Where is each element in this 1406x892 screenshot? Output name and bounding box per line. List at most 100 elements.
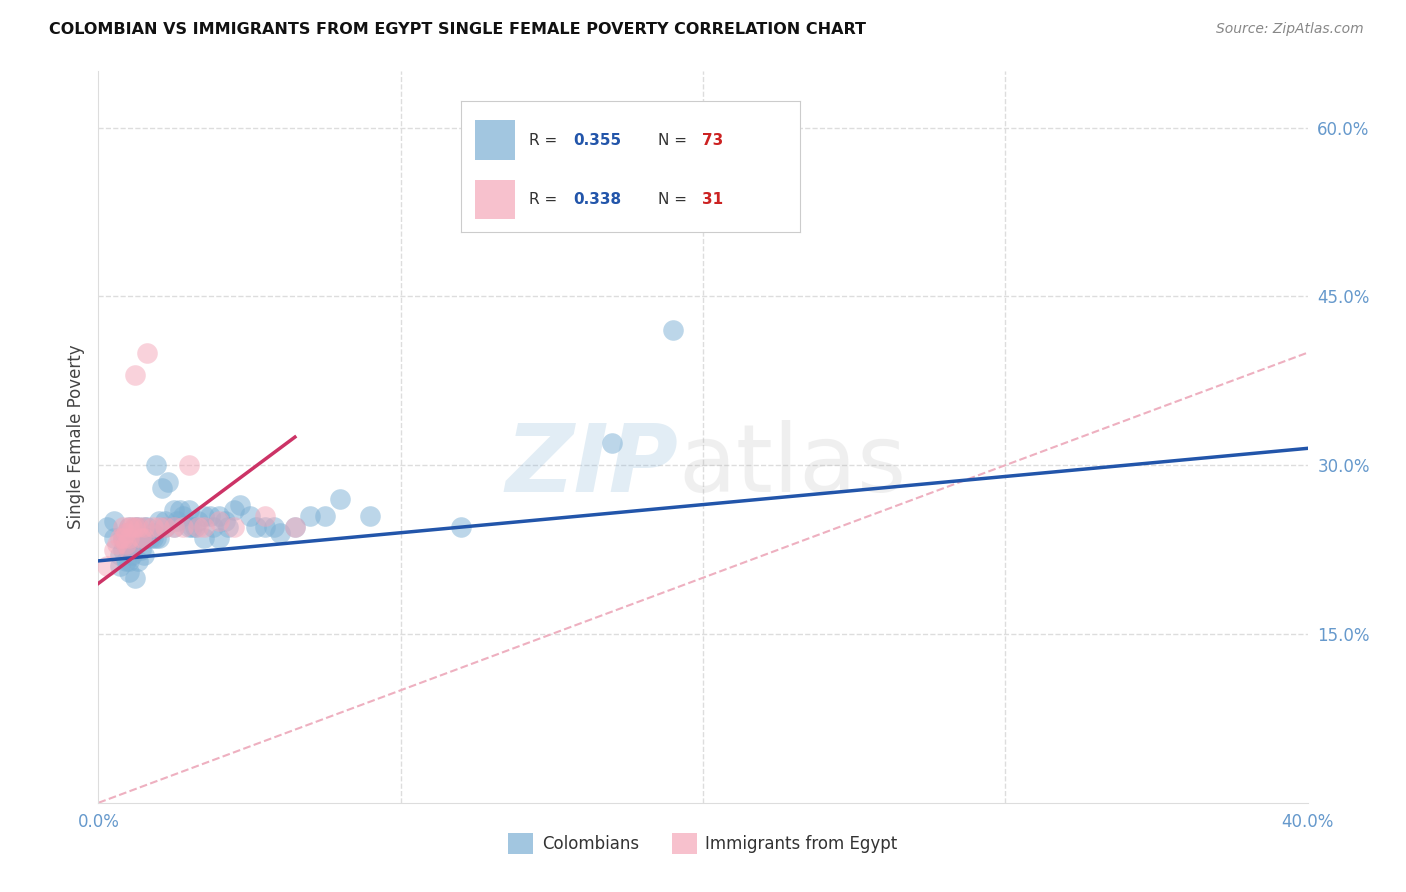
Point xyxy=(217,520,239,534)
Point xyxy=(148,515,170,529)
Point xyxy=(187,515,209,529)
Point xyxy=(127,532,149,546)
Point xyxy=(314,508,336,523)
Point xyxy=(108,559,131,574)
Point xyxy=(108,548,131,562)
Point xyxy=(139,532,162,546)
Point xyxy=(124,571,146,585)
Text: Source: ZipAtlas.com: Source: ZipAtlas.com xyxy=(1216,22,1364,37)
Point xyxy=(153,515,176,529)
Point xyxy=(224,503,246,517)
Point xyxy=(214,515,236,529)
Point xyxy=(450,520,472,534)
Point xyxy=(253,520,276,534)
Point xyxy=(193,532,215,546)
Point xyxy=(163,503,186,517)
Point xyxy=(193,520,215,534)
Point xyxy=(121,537,143,551)
Point xyxy=(169,503,191,517)
Point xyxy=(208,508,231,523)
Point xyxy=(153,520,176,534)
Point xyxy=(111,520,134,534)
Point xyxy=(132,548,155,562)
Point xyxy=(114,537,136,551)
Point xyxy=(148,520,170,534)
Point xyxy=(193,508,215,523)
Legend: Colombians, Immigrants from Egypt: Colombians, Immigrants from Egypt xyxy=(502,827,904,860)
Point xyxy=(103,542,125,557)
Point xyxy=(299,508,322,523)
Point xyxy=(114,525,136,540)
Text: COLOMBIAN VS IMMIGRANTS FROM EGYPT SINGLE FEMALE POVERTY CORRELATION CHART: COLOMBIAN VS IMMIGRANTS FROM EGYPT SINGL… xyxy=(49,22,866,37)
Point xyxy=(179,520,201,534)
Point xyxy=(118,542,141,557)
Point xyxy=(135,520,157,534)
Point xyxy=(105,537,128,551)
Point xyxy=(121,548,143,562)
Point xyxy=(153,520,176,534)
Point xyxy=(661,323,683,337)
Point xyxy=(135,532,157,546)
Point xyxy=(132,520,155,534)
Point xyxy=(142,525,165,540)
Point xyxy=(118,542,141,557)
Point xyxy=(121,520,143,534)
Point xyxy=(263,520,285,534)
Text: ZIP: ZIP xyxy=(506,420,679,512)
Point xyxy=(129,532,152,546)
Point xyxy=(179,503,201,517)
Point xyxy=(245,520,267,534)
Point xyxy=(135,345,157,359)
Point xyxy=(208,515,231,529)
Y-axis label: Single Female Poverty: Single Female Poverty xyxy=(66,345,84,529)
Point xyxy=(114,537,136,551)
Point xyxy=(129,542,152,557)
Point xyxy=(103,515,125,529)
Point xyxy=(229,498,252,512)
Point xyxy=(96,559,118,574)
Point xyxy=(142,520,165,534)
Point xyxy=(187,520,209,534)
Point xyxy=(329,491,352,506)
Point xyxy=(142,532,165,546)
Point xyxy=(127,554,149,568)
Point xyxy=(253,508,276,523)
Point xyxy=(148,532,170,546)
Point xyxy=(118,520,141,534)
Point xyxy=(172,520,194,534)
Point xyxy=(111,542,134,557)
Point xyxy=(96,520,118,534)
Point xyxy=(200,508,222,523)
Point xyxy=(103,532,125,546)
Point xyxy=(202,520,225,534)
Point xyxy=(269,525,291,540)
Point xyxy=(602,435,624,450)
Point xyxy=(118,532,141,546)
Point xyxy=(124,368,146,383)
Point xyxy=(118,520,141,534)
Point xyxy=(118,532,141,546)
Point xyxy=(129,532,152,546)
Point xyxy=(284,520,307,534)
Point xyxy=(150,481,173,495)
Point xyxy=(127,520,149,534)
Point xyxy=(108,532,131,546)
Point xyxy=(179,458,201,473)
Point xyxy=(163,520,186,534)
Point xyxy=(124,532,146,546)
Point xyxy=(172,508,194,523)
Point xyxy=(224,520,246,534)
Point xyxy=(124,520,146,534)
Point xyxy=(111,532,134,546)
Point xyxy=(114,554,136,568)
Point xyxy=(124,520,146,534)
Point xyxy=(145,458,167,473)
Point xyxy=(360,508,382,523)
Point xyxy=(284,520,307,534)
Point xyxy=(127,520,149,534)
Point xyxy=(163,520,186,534)
Point xyxy=(132,532,155,546)
Point xyxy=(114,525,136,540)
Point xyxy=(156,475,179,489)
Point xyxy=(145,532,167,546)
